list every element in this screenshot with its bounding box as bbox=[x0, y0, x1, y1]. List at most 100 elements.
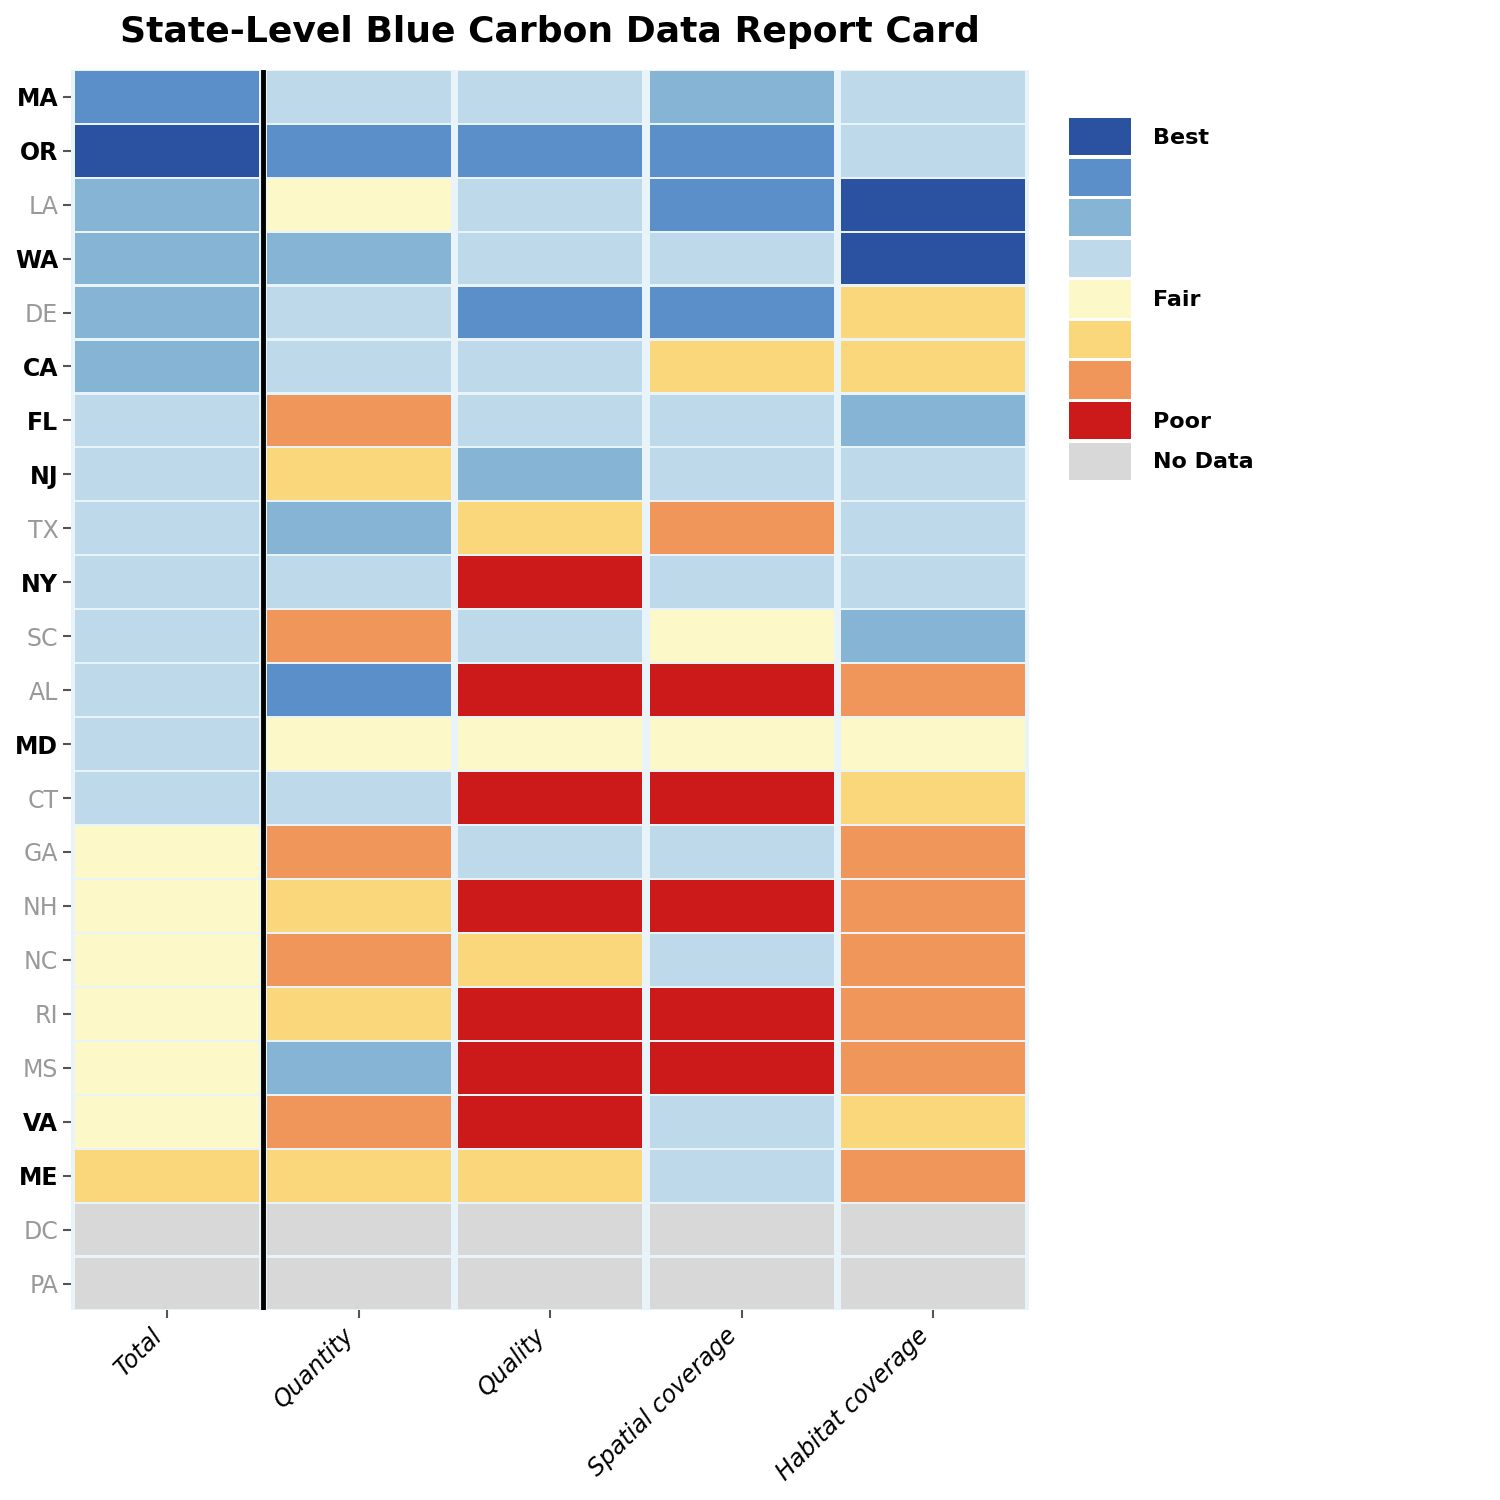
Bar bbox=[842, 772, 1024, 824]
Bar bbox=[459, 394, 642, 447]
Bar bbox=[842, 448, 1024, 501]
Bar bbox=[459, 1149, 642, 1202]
Bar bbox=[650, 880, 834, 932]
Bar bbox=[75, 1042, 260, 1094]
Bar bbox=[75, 448, 260, 501]
Bar bbox=[459, 1203, 642, 1255]
Bar bbox=[75, 827, 260, 878]
Bar bbox=[267, 988, 450, 1039]
Bar bbox=[842, 556, 1024, 608]
Bar bbox=[650, 556, 834, 608]
Bar bbox=[267, 178, 450, 231]
Bar bbox=[842, 1096, 1024, 1148]
Bar bbox=[459, 610, 642, 662]
Bar bbox=[267, 556, 450, 608]
Bar bbox=[459, 124, 642, 177]
Bar bbox=[75, 178, 260, 231]
Bar bbox=[267, 340, 450, 393]
Bar bbox=[459, 340, 642, 393]
Bar bbox=[75, 70, 260, 123]
Bar bbox=[650, 827, 834, 878]
Bar bbox=[75, 232, 260, 285]
Bar bbox=[842, 286, 1024, 339]
Bar bbox=[459, 664, 642, 716]
Bar bbox=[267, 448, 450, 501]
Bar bbox=[267, 394, 450, 447]
Bar bbox=[459, 988, 642, 1039]
Bar bbox=[650, 934, 834, 986]
Bar bbox=[267, 1257, 450, 1310]
Bar bbox=[267, 70, 450, 123]
Bar bbox=[650, 340, 834, 393]
Bar bbox=[650, 1257, 834, 1310]
Bar bbox=[842, 718, 1024, 770]
Bar bbox=[650, 988, 834, 1039]
Bar bbox=[267, 934, 450, 986]
Bar bbox=[842, 880, 1024, 932]
Bar bbox=[650, 394, 834, 447]
Bar bbox=[842, 664, 1024, 716]
Bar bbox=[75, 503, 260, 554]
Bar bbox=[650, 1042, 834, 1094]
Bar bbox=[842, 70, 1024, 123]
Bar bbox=[842, 340, 1024, 393]
Bar bbox=[650, 232, 834, 285]
Legend: Best, , , , Fair, , , Poor, No Data: Best, , , , Fair, , , Poor, No Data bbox=[1070, 118, 1254, 480]
Bar bbox=[650, 448, 834, 501]
Bar bbox=[650, 718, 834, 770]
Bar bbox=[650, 610, 834, 662]
Bar bbox=[842, 232, 1024, 285]
Bar bbox=[459, 556, 642, 608]
Title: State-Level Blue Carbon Data Report Card: State-Level Blue Carbon Data Report Card bbox=[120, 15, 980, 50]
Bar bbox=[842, 124, 1024, 177]
Bar bbox=[650, 1096, 834, 1148]
Bar bbox=[267, 124, 450, 177]
Bar bbox=[75, 556, 260, 608]
Bar bbox=[650, 1203, 834, 1255]
Bar bbox=[842, 1149, 1024, 1202]
Bar bbox=[459, 1042, 642, 1094]
Bar bbox=[75, 124, 260, 177]
Bar bbox=[842, 1042, 1024, 1094]
Bar bbox=[75, 1203, 260, 1255]
Bar bbox=[75, 1149, 260, 1202]
Bar bbox=[842, 1203, 1024, 1255]
Bar bbox=[267, 1042, 450, 1094]
Bar bbox=[459, 827, 642, 878]
Bar bbox=[842, 394, 1024, 447]
Bar bbox=[650, 503, 834, 554]
Bar bbox=[459, 772, 642, 824]
Bar bbox=[75, 340, 260, 393]
Bar bbox=[267, 827, 450, 878]
Bar bbox=[267, 718, 450, 770]
Bar bbox=[267, 503, 450, 554]
Bar bbox=[650, 124, 834, 177]
Bar bbox=[650, 286, 834, 339]
Bar bbox=[75, 718, 260, 770]
Bar bbox=[459, 232, 642, 285]
Bar bbox=[267, 1149, 450, 1202]
Bar bbox=[267, 772, 450, 824]
Bar bbox=[650, 70, 834, 123]
Bar bbox=[75, 1096, 260, 1148]
Bar bbox=[842, 988, 1024, 1039]
Bar bbox=[842, 610, 1024, 662]
Bar bbox=[459, 934, 642, 986]
Bar bbox=[459, 70, 642, 123]
Bar bbox=[842, 1257, 1024, 1310]
Bar bbox=[267, 232, 450, 285]
Bar bbox=[267, 880, 450, 932]
Bar bbox=[267, 1096, 450, 1148]
Bar bbox=[842, 827, 1024, 878]
Bar bbox=[459, 880, 642, 932]
Bar bbox=[267, 664, 450, 716]
Bar bbox=[459, 1096, 642, 1148]
Bar bbox=[842, 178, 1024, 231]
Bar bbox=[459, 503, 642, 554]
Bar bbox=[650, 1149, 834, 1202]
Bar bbox=[459, 286, 642, 339]
Bar bbox=[650, 178, 834, 231]
Bar bbox=[459, 178, 642, 231]
Bar bbox=[75, 988, 260, 1039]
Bar bbox=[75, 1257, 260, 1310]
